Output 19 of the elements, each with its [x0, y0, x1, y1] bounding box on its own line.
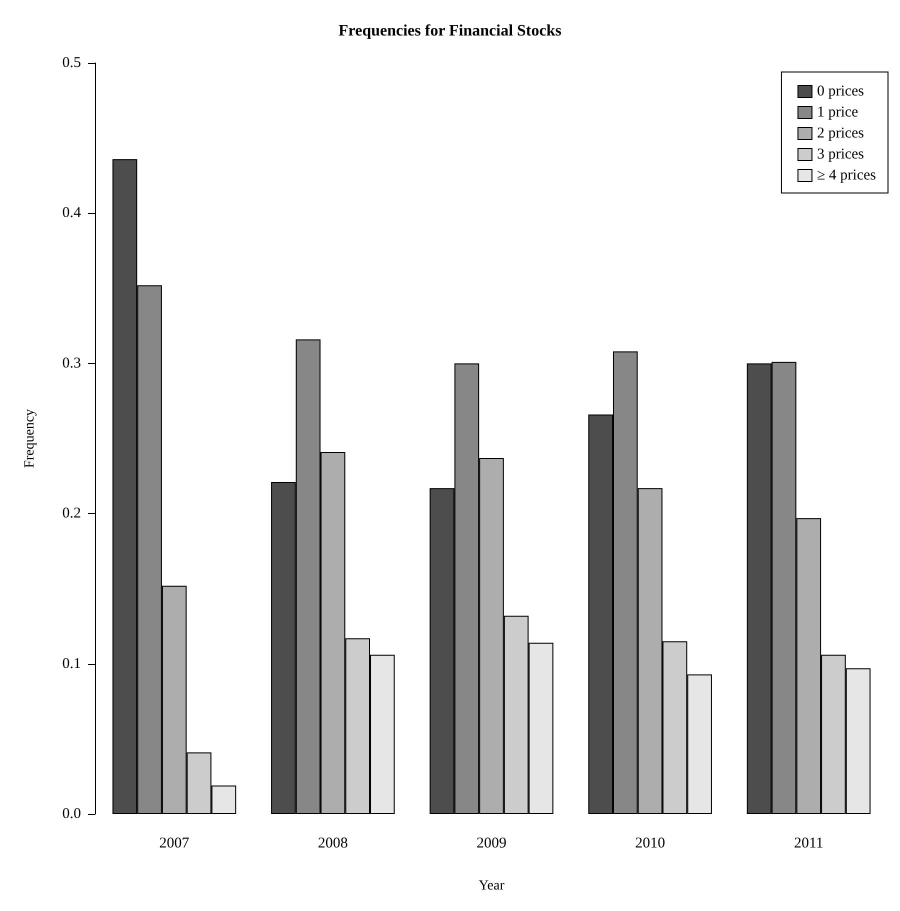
- legend-label: 1 price: [816, 104, 859, 120]
- y-tick-label: 0.1: [62, 656, 81, 672]
- legend-label: 0 prices: [816, 84, 864, 100]
- x-tick-label: 2009: [476, 836, 506, 852]
- legend-label: 3 prices: [816, 146, 864, 162]
- x-tick-label: 2007: [159, 836, 190, 852]
- y-tick-label: 0.0: [62, 806, 81, 822]
- y-axis-title: Frequency: [22, 408, 38, 468]
- x-axis-title: Year: [478, 878, 505, 894]
- x-tick-label: 2011: [794, 836, 824, 852]
- y-tick-label: 0.3: [62, 355, 81, 372]
- y-tick-label: 0.5: [62, 55, 81, 71]
- x-tick-label: 2010: [635, 836, 666, 852]
- x-tick-label: 2008: [318, 836, 348, 852]
- chart-title: Frequencies for Financial Stocks: [338, 22, 562, 40]
- legend-label: 2 prices: [816, 126, 864, 142]
- y-tick-label: 0.2: [62, 506, 81, 522]
- y-tick-label: 0.4: [62, 205, 82, 222]
- legend-label: ≥ 4 prices: [816, 168, 876, 184]
